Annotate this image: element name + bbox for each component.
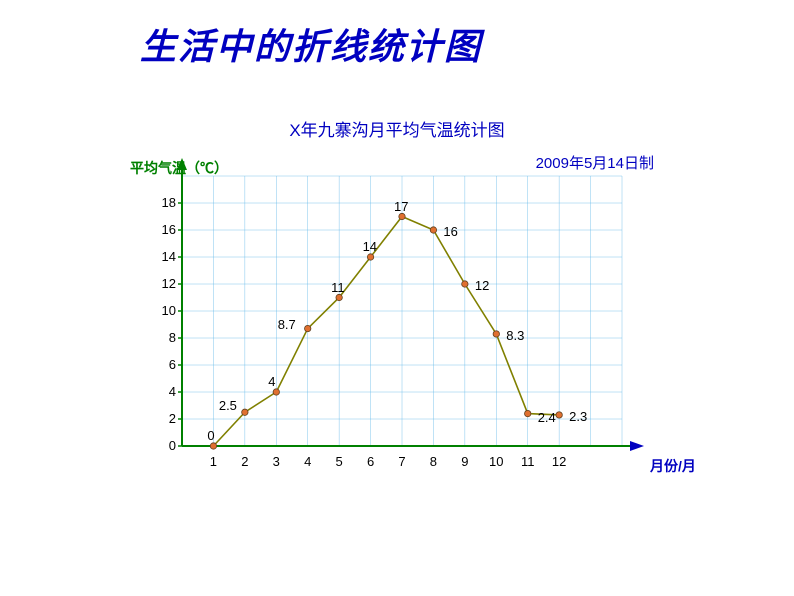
x-tick-label: 4	[298, 454, 318, 469]
x-tick-label: 11	[518, 454, 538, 469]
data-point-label: 2.4	[538, 410, 556, 425]
y-tick-label: 0	[152, 438, 176, 453]
data-point-label: 17	[394, 199, 408, 214]
temperature-line-chart	[0, 0, 794, 596]
y-tick-label: 8	[152, 330, 176, 345]
x-tick-label: 2	[235, 454, 255, 469]
y-tick-label: 18	[152, 195, 176, 210]
y-tick-label: 12	[152, 276, 176, 291]
x-tick-label: 8	[423, 454, 443, 469]
data-point-label: 0	[207, 428, 214, 443]
y-tick-label: 4	[152, 384, 176, 399]
y-tick-label: 2	[152, 411, 176, 426]
x-tick-label: 6	[361, 454, 381, 469]
data-point-label: 16	[443, 224, 457, 239]
y-tick-label: 6	[152, 357, 176, 372]
x-tick-label: 5	[329, 454, 349, 469]
y-tick-label: 10	[152, 303, 176, 318]
x-tick-label: 9	[455, 454, 475, 469]
x-tick-label: 7	[392, 454, 412, 469]
data-point-label: 12	[475, 278, 489, 293]
data-point-label: 8.7	[278, 317, 296, 332]
data-point-label: 14	[363, 239, 377, 254]
x-tick-label: 12	[549, 454, 569, 469]
data-point-label: 2.5	[219, 398, 237, 413]
data-point-label: 4	[268, 374, 275, 389]
y-tick-label: 16	[152, 222, 176, 237]
x-tick-label: 1	[203, 454, 223, 469]
data-point-label: 11	[331, 280, 345, 295]
data-point-label: 8.3	[506, 328, 524, 343]
x-tick-label: 10	[486, 454, 506, 469]
y-tick-label: 14	[152, 249, 176, 264]
data-point-label: 2.3	[569, 409, 587, 424]
x-tick-label: 3	[266, 454, 286, 469]
